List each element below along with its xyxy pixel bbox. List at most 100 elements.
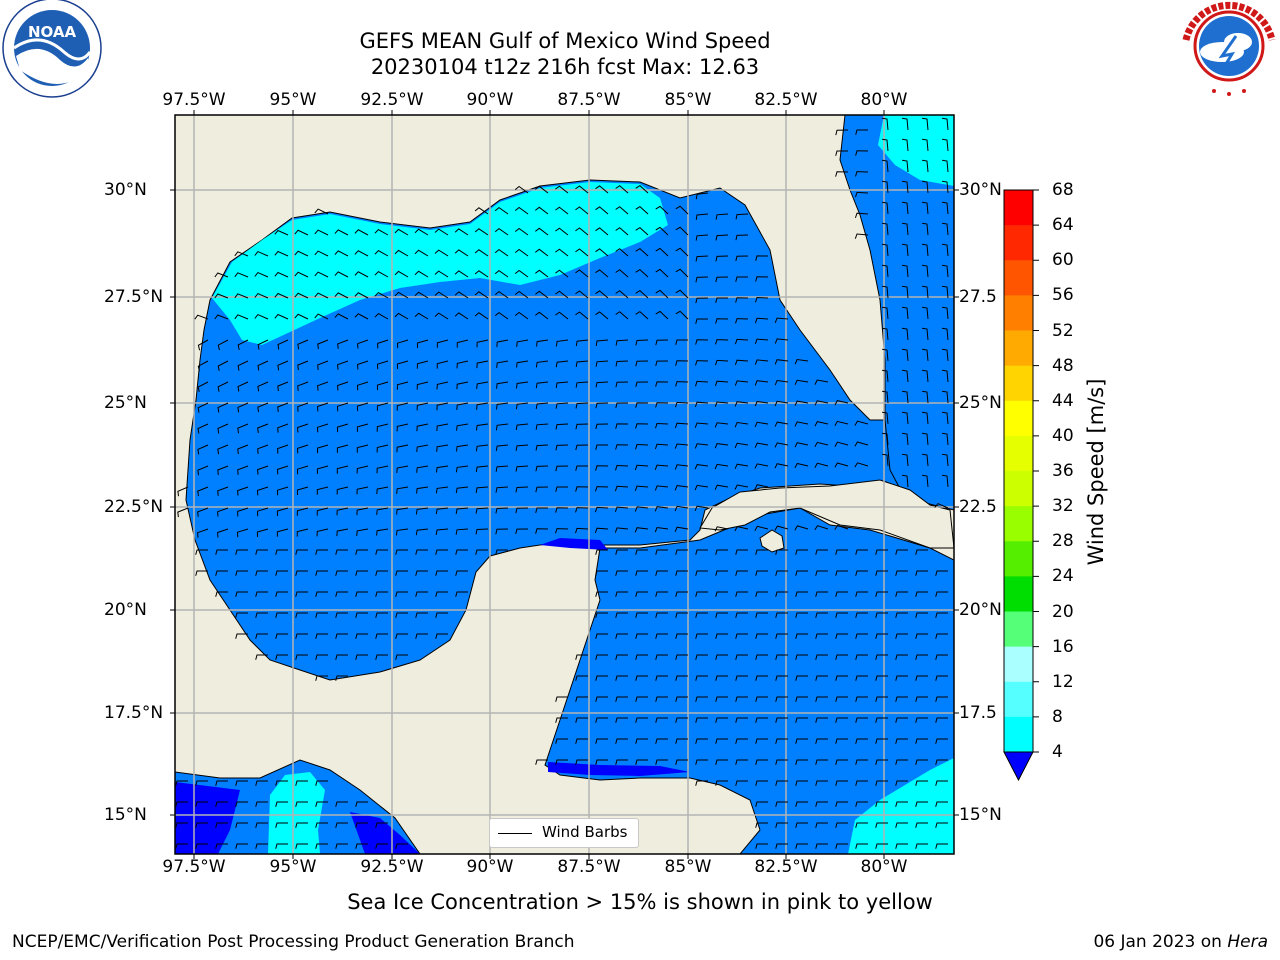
- wind-barb: [494, 290, 509, 299]
- wind-barb: [895, 612, 908, 618]
- wind-barb: [942, 306, 949, 320]
- wind-barb: [277, 339, 289, 350]
- wind-barb: [476, 339, 489, 348]
- wind-barb: [315, 675, 328, 681]
- wind-barb: [675, 612, 688, 618]
- wind-barb: [755, 591, 768, 597]
- colorbar-segment: [1004, 611, 1033, 648]
- wind-barb: [895, 822, 908, 828]
- wind-barb: [217, 423, 229, 434]
- wind-barb: [714, 463, 729, 470]
- wind-barb: [655, 738, 668, 744]
- wind-barb: [774, 400, 789, 407]
- map-area: [175, 115, 954, 854]
- wind-barb: [435, 486, 449, 494]
- wind-barb: [775, 738, 788, 744]
- wind-barb: [635, 633, 648, 639]
- wind-barb: [814, 525, 829, 531]
- wind-barb: [795, 654, 808, 660]
- wind-barb: [895, 675, 908, 681]
- wind-barb: [277, 423, 289, 433]
- wind-barb: [775, 549, 788, 555]
- wind-barb: [197, 465, 209, 476]
- wind-barb: [695, 339, 709, 345]
- wind-barb: [515, 423, 529, 431]
- wind-barb: [935, 612, 948, 618]
- wind-barbs: [175, 117, 949, 849]
- wind-barb: [255, 612, 268, 618]
- wind-barb: [615, 633, 628, 639]
- noaa-logo: NOAA: [2, 0, 102, 98]
- wind-barb: [575, 738, 588, 744]
- wind-barb: [316, 444, 329, 454]
- wind-barb: [795, 675, 808, 681]
- wind-barb: [942, 264, 949, 278]
- wind-barb: [902, 117, 909, 131]
- wind-barb: [434, 228, 449, 236]
- wind-barb: [942, 348, 949, 362]
- wind-barb: [714, 401, 729, 407]
- wind-barb: [194, 314, 209, 320]
- wind-barb: [516, 339, 529, 347]
- wind-barb: [635, 612, 648, 618]
- wind-barb: [555, 444, 569, 451]
- wind-barb: [336, 402, 349, 412]
- wind-barb: [775, 696, 788, 702]
- wind-barb: [376, 528, 389, 536]
- wind-barb: [195, 801, 208, 807]
- wind-barb: [575, 227, 589, 236]
- wind-barb: [775, 822, 788, 828]
- lat-right-4: 20°N: [959, 600, 1002, 620]
- wind-barb: [314, 250, 329, 257]
- wind-barb: [414, 249, 429, 257]
- wind-barb: [942, 285, 949, 299]
- wind-barb: [494, 227, 509, 236]
- wind-barb: [336, 423, 349, 433]
- wind-barb: [695, 633, 708, 639]
- wind-barb: [535, 381, 549, 389]
- wind-barb: [535, 486, 549, 493]
- wind-barb: [555, 248, 569, 257]
- wind-barb: [476, 381, 489, 389]
- colorbar-tick-label: 36: [1052, 461, 1074, 481]
- wind-barb: [694, 422, 709, 428]
- wind-barb: [595, 633, 608, 639]
- wind-barb: [435, 528, 449, 535]
- wind-barb: [915, 801, 928, 807]
- wind-barb: [775, 801, 788, 807]
- wind-barb: [257, 402, 269, 413]
- wind-barb: [534, 269, 549, 278]
- wind-barb: [902, 432, 909, 446]
- wind-barb: [595, 360, 609, 367]
- wind-barb: [714, 526, 729, 532]
- wind-barb: [334, 292, 349, 299]
- wind-barb: [257, 465, 269, 475]
- wind-barb: [922, 243, 929, 257]
- wind-barb: [314, 229, 329, 236]
- wind-barb: [296, 507, 309, 516]
- wind-barb: [695, 780, 708, 786]
- wind-barb: [555, 290, 569, 299]
- wind-barb: [915, 696, 928, 702]
- wind-barb: [416, 360, 429, 369]
- wind-barb: [795, 738, 808, 744]
- wind-barb: [494, 269, 509, 278]
- wind-barb: [375, 570, 388, 576]
- wind-barb: [915, 654, 928, 660]
- wind-barb: [455, 549, 468, 555]
- wind-barb: [335, 570, 348, 576]
- wind-barb: [922, 474, 929, 488]
- wind-barb: [255, 633, 268, 639]
- wind-barb: [915, 675, 928, 681]
- wind-barb: [882, 180, 889, 194]
- wind-barb: [575, 381, 589, 388]
- wind-barb: [375, 633, 388, 639]
- wind-barb: [595, 717, 608, 723]
- wind-barb: [635, 443, 649, 450]
- map-border: [174, 114, 955, 855]
- colorbar-segment: [1004, 716, 1033, 753]
- wind-barb: [854, 233, 869, 239]
- wind-barb: [456, 402, 469, 410]
- wind-barb: [336, 444, 349, 453]
- wind-barb: [655, 247, 669, 257]
